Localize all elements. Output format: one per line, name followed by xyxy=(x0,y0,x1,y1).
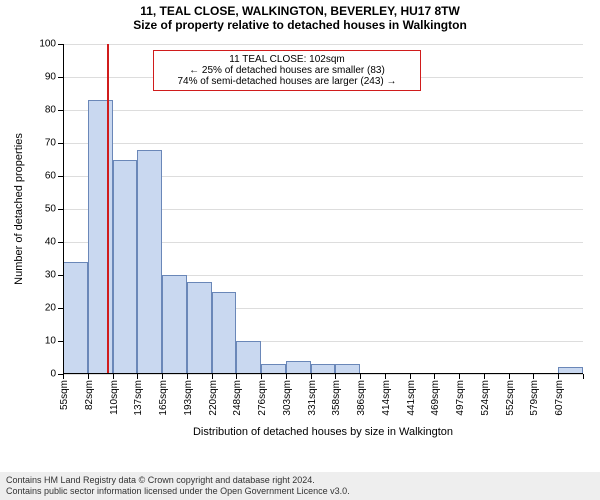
x-tick-label: 82sqm xyxy=(84,380,95,410)
x-tick-label: 110sqm xyxy=(109,380,120,415)
x-tick xyxy=(558,374,559,379)
y-tick-label: 80 xyxy=(45,105,63,116)
annotation-line-1: 11 TEAL CLOSE: 102sqm xyxy=(157,54,417,65)
annotation-line-3: 74% of semi-detached houses are larger (… xyxy=(157,76,417,87)
x-axis-label: Distribution of detached houses by size … xyxy=(193,426,453,438)
x-tick xyxy=(335,374,336,379)
x-tick-label: 414sqm xyxy=(381,380,392,416)
x-tick xyxy=(311,374,312,379)
y-tick-label: 90 xyxy=(45,72,63,83)
gridline xyxy=(63,44,583,45)
x-tick-label: 579sqm xyxy=(529,380,540,416)
y-tick-label: 70 xyxy=(45,138,63,149)
bar xyxy=(236,341,261,374)
x-tick-label: 552sqm xyxy=(505,380,516,416)
x-tick xyxy=(459,374,460,379)
x-tick xyxy=(88,374,89,379)
x-tick xyxy=(63,374,64,379)
x-tick xyxy=(533,374,534,379)
x-tick xyxy=(509,374,510,379)
gridline xyxy=(63,374,583,375)
x-tick xyxy=(434,374,435,379)
y-tick-label: 50 xyxy=(45,204,63,215)
x-tick-label: 220sqm xyxy=(208,380,219,416)
bar xyxy=(187,282,212,374)
x-tick xyxy=(236,374,237,379)
bar xyxy=(137,150,162,374)
x-tick-label: 607sqm xyxy=(554,380,565,416)
x-tick-label: 248sqm xyxy=(232,380,243,416)
bar xyxy=(212,292,237,375)
figure: 11, TEAL CLOSE, WALKINGTON, BEVERLEY, HU… xyxy=(0,0,600,500)
x-tick-label: 165sqm xyxy=(158,380,169,416)
x-tick xyxy=(261,374,262,379)
x-tick-label: 276sqm xyxy=(257,380,268,416)
x-tick xyxy=(360,374,361,379)
y-tick-label: 10 xyxy=(45,336,63,347)
bar xyxy=(162,275,187,374)
x-tick-label: 441sqm xyxy=(406,380,417,416)
x-tick xyxy=(385,374,386,379)
y-tick-label: 60 xyxy=(45,171,63,182)
x-axis xyxy=(63,373,583,374)
x-tick xyxy=(286,374,287,379)
footer-line-2: Contains public sector information licen… xyxy=(6,486,594,497)
title-sub: Size of property relative to detached ho… xyxy=(0,18,600,32)
y-axis-label: Number of detached properties xyxy=(13,133,25,285)
bar xyxy=(63,262,88,374)
y-tick-label: 100 xyxy=(39,39,63,50)
x-tick-label: 55sqm xyxy=(59,380,70,410)
y-tick-label: 20 xyxy=(45,303,63,314)
x-tick xyxy=(162,374,163,379)
x-tick xyxy=(583,374,584,379)
x-tick xyxy=(212,374,213,379)
x-tick xyxy=(113,374,114,379)
annotation-line-2: ← 25% of detached houses are smaller (83… xyxy=(157,65,417,76)
x-tick xyxy=(187,374,188,379)
x-tick xyxy=(484,374,485,379)
marker-line xyxy=(107,44,109,374)
x-tick-label: 193sqm xyxy=(183,380,194,416)
footer: Contains HM Land Registry data © Crown c… xyxy=(0,472,600,500)
bar xyxy=(113,160,138,375)
x-tick-label: 469sqm xyxy=(430,380,441,416)
title-main: 11, TEAL CLOSE, WALKINGTON, BEVERLEY, HU… xyxy=(0,0,600,18)
x-tick-label: 524sqm xyxy=(480,380,491,416)
gridline xyxy=(63,143,583,144)
annotation-box: 11 TEAL CLOSE: 102sqm ← 25% of detached … xyxy=(153,50,421,91)
x-tick-label: 497sqm xyxy=(455,380,466,416)
x-tick xyxy=(137,374,138,379)
y-axis xyxy=(63,44,64,374)
x-tick xyxy=(410,374,411,379)
footer-line-1: Contains HM Land Registry data © Crown c… xyxy=(6,475,594,486)
x-tick-label: 303sqm xyxy=(282,380,293,416)
y-tick-label: 0 xyxy=(50,369,63,380)
gridline xyxy=(63,110,583,111)
x-tick-label: 137sqm xyxy=(133,380,144,416)
x-tick-label: 386sqm xyxy=(356,380,367,416)
x-tick-label: 358sqm xyxy=(331,380,342,416)
x-tick-label: 331sqm xyxy=(307,380,318,416)
chart-area: 11 TEAL CLOSE: 102sqm ← 25% of detached … xyxy=(63,44,583,374)
plot-area: 11 TEAL CLOSE: 102sqm ← 25% of detached … xyxy=(63,44,583,374)
y-tick-label: 40 xyxy=(45,237,63,248)
y-tick-label: 30 xyxy=(45,270,63,281)
